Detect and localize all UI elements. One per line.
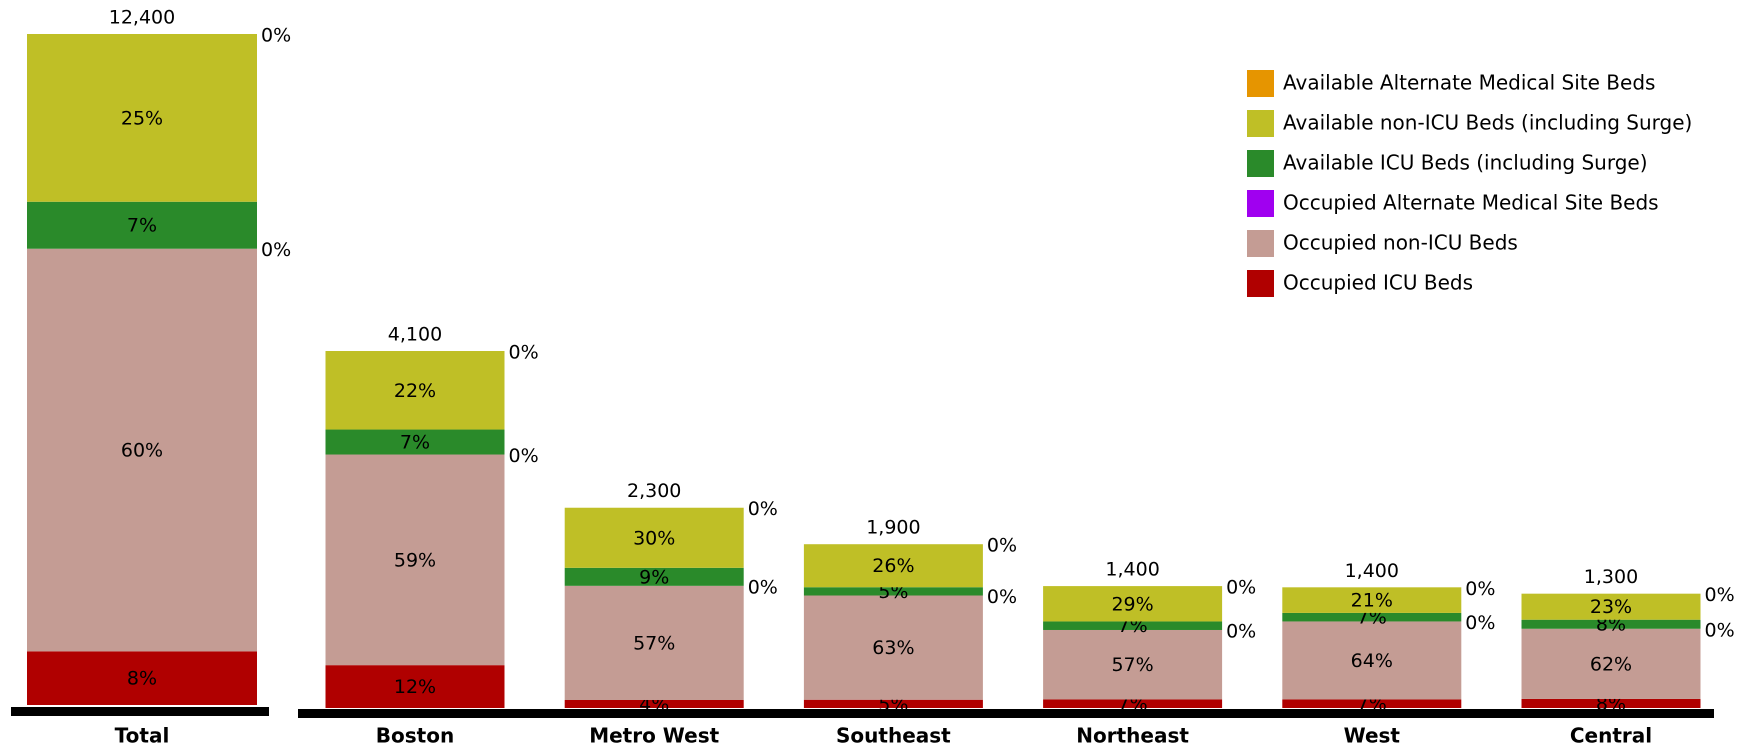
segment-label: 0% bbox=[1226, 577, 1256, 599]
bar-segment bbox=[803, 587, 983, 596]
legend-swatch bbox=[1247, 270, 1274, 297]
bar-segment bbox=[1521, 593, 1701, 620]
segment-label: 7% bbox=[400, 432, 430, 454]
bar-segment bbox=[564, 507, 744, 568]
segment-label: 0% bbox=[1465, 612, 1495, 634]
segment-label: 0% bbox=[748, 576, 778, 598]
segment-label: 60% bbox=[121, 440, 163, 462]
legend-label: Occupied non-ICU Beds bbox=[1283, 231, 1518, 255]
segment-label: 30% bbox=[633, 527, 675, 549]
segment-label: 0% bbox=[987, 535, 1017, 557]
total-label: 1,300 bbox=[1584, 566, 1638, 588]
bar-segment bbox=[27, 248, 257, 652]
legend-label: Occupied ICU Beds bbox=[1283, 271, 1473, 295]
bar-segment bbox=[1521, 619, 1701, 629]
total-label: 1,400 bbox=[1105, 559, 1159, 581]
segment-label: 0% bbox=[987, 586, 1017, 608]
segment-label: 29% bbox=[1111, 593, 1153, 615]
bar-segment bbox=[27, 34, 257, 202]
segment-label: 0% bbox=[748, 498, 778, 520]
bar-segment bbox=[1521, 698, 1701, 708]
legend-label: Occupied Alternate Medical Site Beds bbox=[1283, 191, 1659, 215]
segment-label: 57% bbox=[633, 632, 675, 654]
legend-swatch bbox=[1247, 190, 1274, 217]
segment-label: 8% bbox=[127, 668, 157, 690]
legend-swatch bbox=[1247, 150, 1274, 177]
x-tick-label: Northeast bbox=[1076, 724, 1189, 748]
bar-segment bbox=[1282, 699, 1462, 708]
segment-label: 64% bbox=[1351, 650, 1393, 672]
segment-label: 0% bbox=[509, 342, 539, 364]
bar-segment bbox=[1282, 612, 1462, 622]
total-label: 4,100 bbox=[388, 324, 442, 346]
segment-label: 59% bbox=[394, 549, 436, 571]
legend-swatch bbox=[1247, 110, 1274, 137]
segment-label: 57% bbox=[1111, 654, 1153, 676]
bar-segment bbox=[1521, 628, 1701, 699]
bar-segment bbox=[325, 665, 505, 708]
bar-segment bbox=[803, 595, 983, 700]
bar-segment bbox=[27, 201, 257, 249]
total-label: 1,400 bbox=[1345, 560, 1399, 582]
segment-label: 12% bbox=[394, 676, 436, 698]
baseline-regions bbox=[298, 709, 1714, 718]
total-label: 1,900 bbox=[866, 517, 920, 539]
legend-label: Available ICU Beds (including Surge) bbox=[1283, 151, 1648, 175]
bar-segment bbox=[325, 351, 505, 430]
segment-label: 21% bbox=[1351, 590, 1393, 612]
bar-segment bbox=[1043, 699, 1223, 708]
x-tick-label: West bbox=[1344, 724, 1401, 748]
bar-segment bbox=[325, 429, 505, 455]
bar-segment bbox=[564, 567, 744, 586]
segment-label: 0% bbox=[1465, 578, 1495, 600]
x-tick-label: Southeast bbox=[836, 724, 951, 748]
x-tick-label: Total bbox=[115, 724, 170, 748]
x-tick-label: Boston bbox=[376, 724, 454, 748]
bar-segment bbox=[1282, 621, 1462, 700]
segment-label: 22% bbox=[394, 380, 436, 402]
legend-swatch bbox=[1247, 70, 1274, 97]
segment-label: 25% bbox=[121, 107, 163, 129]
bar-segment bbox=[803, 699, 983, 708]
bar-segment bbox=[803, 544, 983, 588]
baseline-total bbox=[11, 707, 269, 716]
legend-label: Available non-ICU Beds (including Surge) bbox=[1283, 111, 1692, 135]
segment-label: 63% bbox=[872, 637, 914, 659]
segment-label: 7% bbox=[127, 215, 157, 237]
bar-segment bbox=[325, 454, 505, 666]
total-label: 2,300 bbox=[627, 480, 681, 502]
bar-segment bbox=[1043, 621, 1223, 630]
bar-segment bbox=[1043, 629, 1223, 700]
segment-label: 0% bbox=[1705, 584, 1735, 606]
bar-segment bbox=[1282, 587, 1462, 613]
segment-label: 9% bbox=[639, 566, 669, 588]
x-tick-label: Metro West bbox=[589, 724, 719, 748]
legend-label: Available Alternate Medical Site Beds bbox=[1283, 71, 1655, 95]
segment-label: 23% bbox=[1590, 596, 1632, 618]
segment-label: 62% bbox=[1590, 653, 1632, 675]
bar-segment bbox=[1043, 586, 1223, 622]
segment-label: 0% bbox=[1226, 620, 1256, 642]
legend-swatch bbox=[1247, 230, 1274, 257]
bar-segment bbox=[564, 699, 744, 708]
bar-segment bbox=[564, 585, 744, 700]
segment-label: 0% bbox=[261, 25, 291, 47]
bar-segment bbox=[27, 651, 257, 705]
segment-label: 26% bbox=[872, 555, 914, 577]
total-label: 12,400 bbox=[109, 7, 175, 29]
segment-label: 0% bbox=[509, 445, 539, 467]
x-tick-label: Central bbox=[1570, 724, 1652, 748]
segment-label: 0% bbox=[261, 239, 291, 261]
segment-label: 0% bbox=[1705, 619, 1735, 641]
